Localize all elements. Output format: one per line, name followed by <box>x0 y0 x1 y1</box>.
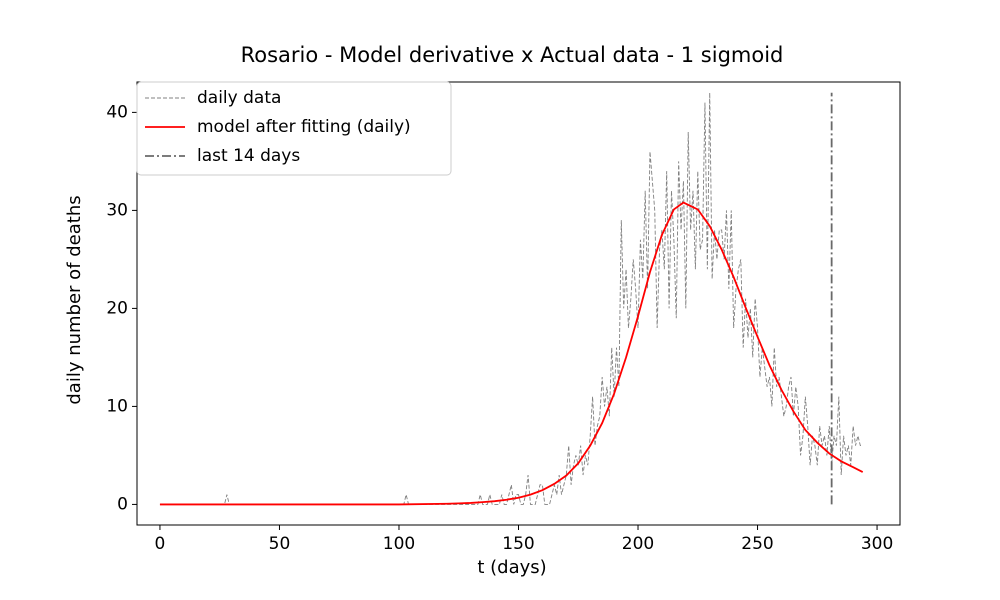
y-tick-label: 20 <box>106 298 128 318</box>
legend-label: daily data <box>197 88 281 108</box>
axes-frame <box>136 81 901 526</box>
y-tick-label: 0 <box>117 494 128 514</box>
x-tick-label: 300 <box>861 534 893 554</box>
x-tick-label: 0 <box>155 534 166 554</box>
legend: daily data model after fitting (daily) las… <box>136 81 452 176</box>
y-tick-label: 30 <box>106 200 128 220</box>
x-tick-label: 150 <box>502 534 534 554</box>
x-tick-label: 200 <box>622 534 654 554</box>
data-line <box>159 201 864 506</box>
y-tick-label: 10 <box>106 396 128 416</box>
x-tick-label: 250 <box>741 534 773 554</box>
legend-label: model after fitting (daily) <box>197 117 411 137</box>
legend-box <box>136 81 452 176</box>
chart-title: Rosario - Model derivative x Actual data… <box>241 43 784 67</box>
legend-label: last 14 days <box>197 146 300 166</box>
y-tick-label: 40 <box>106 102 128 122</box>
x-tick-label: 100 <box>383 534 415 554</box>
x-tick-label: 50 <box>269 534 291 554</box>
y-axis-label: daily number of deaths <box>64 195 85 404</box>
x-axis-label: t (days) <box>477 557 546 578</box>
